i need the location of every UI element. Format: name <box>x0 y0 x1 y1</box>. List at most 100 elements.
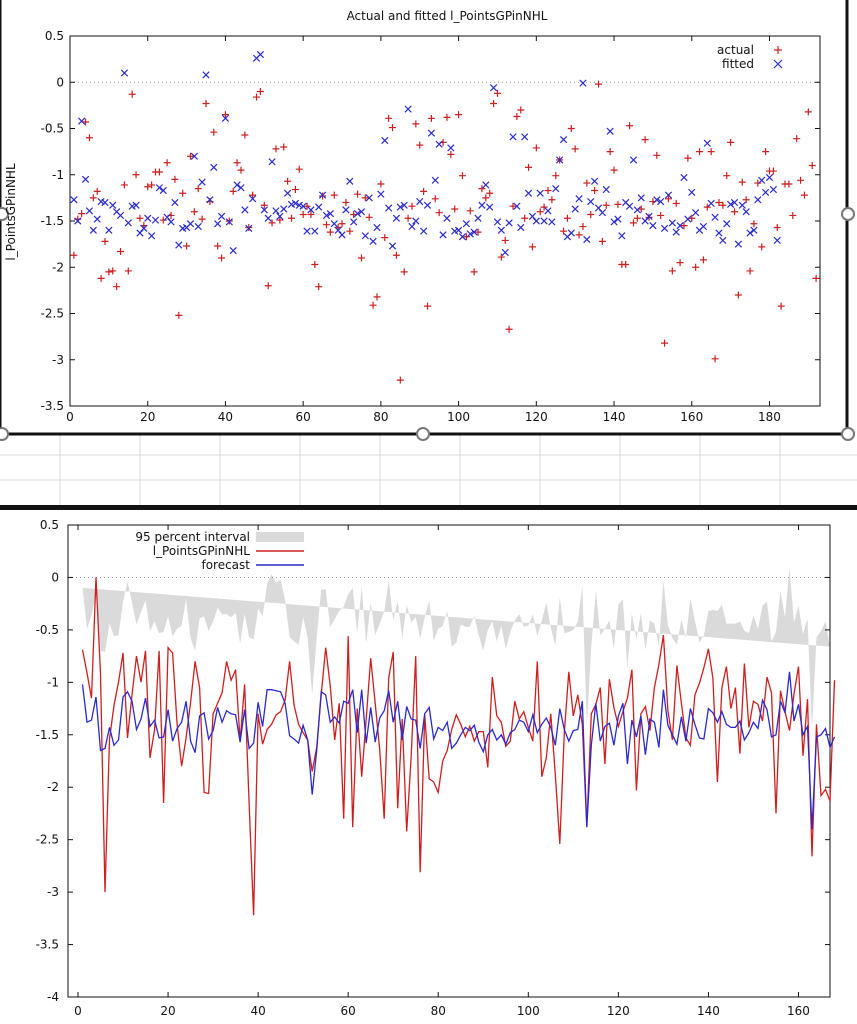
fitted-point <box>447 144 455 152</box>
fitted-point <box>171 198 179 207</box>
fitted-point <box>478 201 486 209</box>
fitted-point <box>404 105 412 113</box>
fitted-point <box>758 176 766 184</box>
actual-point <box>303 202 311 210</box>
actual-point <box>696 148 704 156</box>
fitted-point <box>532 217 540 225</box>
actual-point <box>664 195 672 203</box>
actual-point <box>202 100 210 108</box>
fitted-point <box>381 136 389 145</box>
actual-point <box>762 148 770 156</box>
actual-point <box>746 267 754 275</box>
actual-point <box>455 111 463 119</box>
actual-point <box>361 194 369 202</box>
fitted-point <box>214 220 222 228</box>
actual-point <box>540 203 548 211</box>
fitted-point <box>645 212 653 220</box>
actual-point <box>101 237 109 245</box>
actual-point <box>482 194 490 202</box>
actual-point <box>256 88 264 95</box>
chart2-x-tick-label: 0 <box>74 1004 82 1018</box>
resize-handle-bottom-right[interactable] <box>841 427 855 441</box>
fitted-point <box>233 181 241 189</box>
actual-point <box>85 134 93 142</box>
actual-point <box>385 114 393 122</box>
fitted-point <box>202 71 210 79</box>
forecast-interval-band <box>82 568 830 730</box>
fitted-point <box>206 196 214 204</box>
actual-point <box>528 243 536 251</box>
fitted-point <box>497 226 505 234</box>
fitted-point <box>427 129 436 137</box>
fitted-point <box>260 206 268 214</box>
actual-point <box>653 151 661 159</box>
fitted-point <box>559 135 568 144</box>
actual-point <box>280 143 288 151</box>
actual-point <box>171 175 179 183</box>
actual-point <box>249 191 257 199</box>
chart2-y-tick-label: 0 <box>51 570 59 584</box>
actual-point <box>194 185 202 193</box>
actual-point <box>295 165 303 173</box>
actual-point <box>575 231 583 239</box>
fitted-point <box>400 201 408 209</box>
fitted-point <box>353 209 362 218</box>
actual-point <box>214 242 222 250</box>
fitted-point <box>373 223 381 232</box>
resize-handle-right-center[interactable] <box>841 207 855 221</box>
fitted-point <box>443 214 451 222</box>
actual-point <box>657 211 665 219</box>
actual-point <box>113 283 121 291</box>
fitted-point <box>715 229 723 237</box>
resize-handle-bottom-left[interactable] <box>0 427 9 441</box>
fitted-point <box>412 217 420 225</box>
actual-point <box>408 202 416 210</box>
fitted-point <box>583 235 591 244</box>
actual-point <box>610 166 618 174</box>
actual-point <box>583 179 591 187</box>
fitted-point <box>198 178 206 186</box>
actual-point <box>684 154 692 162</box>
fitted-point <box>590 177 599 185</box>
fitted-point <box>567 229 575 237</box>
actual-point <box>641 136 649 144</box>
actual-point <box>544 186 552 194</box>
actual-point <box>587 211 595 219</box>
actual-point <box>342 199 350 206</box>
actual-point <box>571 145 579 153</box>
fitted-point <box>365 194 373 202</box>
fitted-point <box>89 226 97 234</box>
fitted-point <box>420 227 428 235</box>
actual-point <box>93 187 101 195</box>
actual-point <box>567 125 575 132</box>
fitted-point <box>765 173 774 182</box>
actual-point <box>447 150 455 158</box>
chart1-legend-actual-marker <box>774 46 782 54</box>
fitted-point <box>346 177 354 185</box>
actual-point <box>602 201 610 209</box>
fitted-point <box>544 207 552 215</box>
fitted-point <box>482 181 490 189</box>
actual-point <box>179 189 187 197</box>
actual-point <box>486 189 494 197</box>
resize-handle-bottom-center[interactable] <box>416 427 430 441</box>
fitted-point <box>711 213 719 221</box>
fitted-point <box>388 242 397 250</box>
fitted-point <box>653 196 661 204</box>
fitted-point <box>493 218 502 226</box>
actual-point <box>136 214 144 222</box>
fitted-point <box>392 214 401 222</box>
actual-point <box>404 214 412 222</box>
chart1-x-tick-label: 160 <box>680 410 703 424</box>
fitted-point <box>330 220 338 228</box>
actual-point <box>505 325 513 333</box>
actual-point <box>629 219 637 227</box>
fitted-point <box>625 202 634 210</box>
chart1-x-tick-label: 60 <box>296 410 311 424</box>
actual-point <box>742 196 750 204</box>
resize-handle-left-center[interactable] <box>0 207 9 221</box>
fitted-point <box>159 186 167 195</box>
actual-point <box>307 211 315 219</box>
actual-point <box>626 122 634 130</box>
actual-point <box>237 166 245 174</box>
